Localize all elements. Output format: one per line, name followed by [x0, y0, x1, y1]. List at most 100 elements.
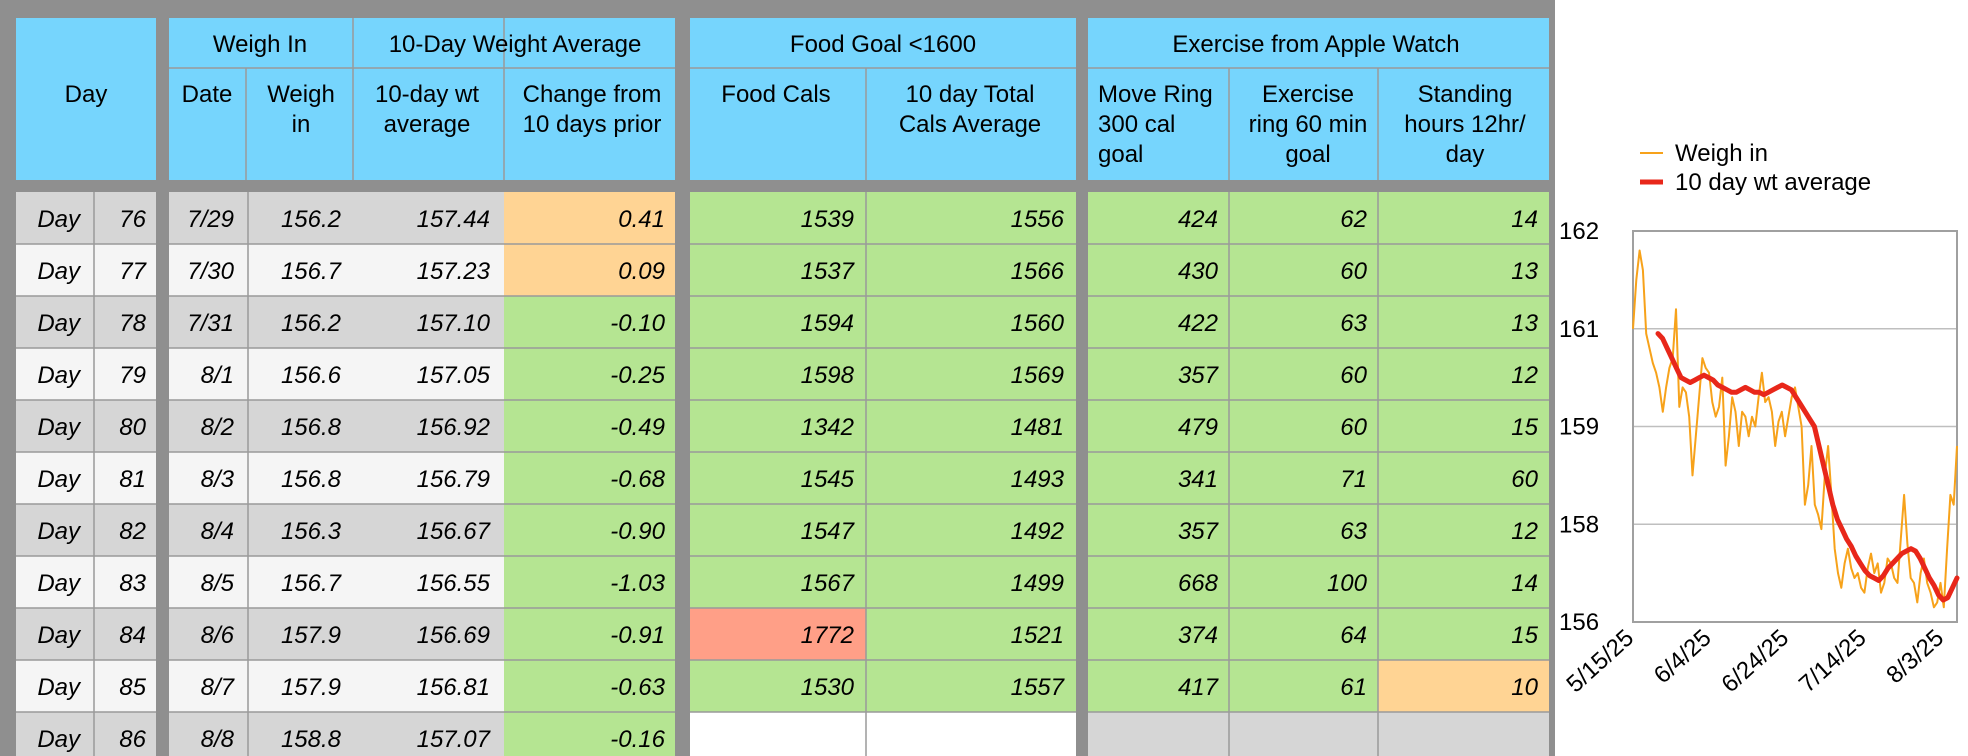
cell-change: -0.10	[610, 310, 665, 337]
cell-label: Day	[37, 414, 82, 441]
cell-food: 1772	[801, 622, 854, 649]
cell-background	[1378, 556, 1549, 608]
cell-background	[866, 712, 1076, 756]
cell-background	[169, 660, 353, 712]
col-header-standing-1: Standing	[1418, 81, 1513, 108]
cell-date: 7/29	[187, 206, 234, 233]
cell-stand: 13	[1511, 258, 1538, 285]
cell-change: -0.90	[610, 518, 665, 545]
group-header-exercise: Exercise from Apple Watch	[1172, 31, 1459, 58]
col-header-weigh-in-1: Weigh	[267, 81, 335, 108]
cell-background	[866, 660, 1076, 712]
cell-day: 78	[119, 310, 146, 337]
cell-weigh: 156.8	[281, 414, 342, 441]
col-header-standing-2: hours 12hr/	[1404, 111, 1526, 138]
table-header: Weigh In 10-Day Weight Average Food Goal…	[65, 31, 1526, 168]
cell-weigh: 156.3	[281, 518, 342, 545]
col-header-move-ring-2: 300 cal	[1098, 111, 1175, 138]
group-separator	[156, 0, 169, 756]
cell-food: 1598	[801, 362, 855, 389]
cell-background	[16, 296, 156, 348]
cell-stand: 10	[1511, 674, 1538, 701]
cell-label: Day	[37, 674, 82, 701]
col-header-weigh-in-2: in	[292, 111, 311, 138]
cell-background	[169, 452, 353, 504]
cell-background	[504, 452, 675, 504]
cell-background	[866, 348, 1076, 400]
header-cell-food	[690, 18, 1076, 180]
cell-day: 85	[119, 674, 146, 701]
cell-weigh: 156.2	[281, 310, 341, 337]
cell-date: 8/5	[201, 570, 235, 597]
cell-background	[504, 712, 675, 756]
cell-weigh: 157.9	[281, 622, 341, 649]
col-header-exercise-ring-2: ring 60 min	[1249, 111, 1368, 138]
cell-day: 82	[119, 518, 146, 545]
col-header-standing-3: day	[1446, 141, 1485, 168]
cell-weigh: 156.7	[281, 570, 343, 597]
cell-background	[1088, 712, 1378, 756]
cell-background	[16, 504, 156, 556]
col-header-exercise-ring-1: Exercise	[1262, 81, 1354, 108]
cell-background	[866, 400, 1076, 452]
cell-date: 7/30	[187, 258, 234, 285]
cell-background	[866, 244, 1076, 296]
cell-food: 1537	[801, 258, 856, 285]
cell-day: 84	[119, 622, 146, 649]
table-backgrounds	[0, 0, 1555, 756]
cell-avg: 157.10	[417, 310, 491, 337]
cell-avg: 156.55	[417, 570, 491, 597]
cell-background	[690, 556, 866, 608]
cell-day: 86	[119, 726, 146, 753]
cell-background	[1378, 296, 1549, 348]
cell-background	[504, 244, 675, 296]
cell-food: 1594	[801, 310, 854, 337]
weight-chart: Weigh in 10 day wt average 1621611591581…	[1559, 140, 1960, 698]
cell-background	[1088, 452, 1378, 504]
cell-avg: 156.92	[417, 414, 490, 441]
cell-background	[353, 400, 504, 452]
cell-date: 8/8	[201, 726, 235, 753]
cell-avg: 157.23	[417, 258, 491, 285]
cell-weigh: 158.8	[281, 726, 342, 753]
cell-total: 1481	[1011, 414, 1064, 441]
cell-background	[169, 712, 353, 756]
cell-total: 1557	[1011, 674, 1066, 701]
cell-exercise: 63	[1340, 310, 1367, 337]
cell-food: 1567	[801, 570, 856, 597]
cell-date: 8/1	[201, 362, 234, 389]
cell-background	[1378, 712, 1549, 756]
legend-label-10-day-average: 10 day wt average	[1675, 169, 1871, 196]
cell-change: -0.16	[610, 726, 665, 753]
cell-weigh: 156.2	[281, 206, 341, 233]
cell-background	[169, 244, 353, 296]
group-separator	[675, 0, 690, 756]
cell-background	[1088, 244, 1378, 296]
cell-background	[1378, 504, 1549, 556]
cell-total: 1556	[1011, 206, 1065, 233]
cell-background	[1378, 244, 1549, 296]
cell-avg: 156.67	[417, 518, 492, 545]
cell-background	[1378, 400, 1549, 452]
cell-label: Day	[37, 726, 82, 753]
cell-background	[690, 192, 866, 244]
cell-date: 8/6	[201, 622, 235, 649]
col-header-change-2: 10 days prior	[523, 111, 662, 138]
chart-legend: Weigh in 10 day wt average	[1640, 140, 1871, 196]
plot-border	[1632, 230, 1958, 623]
cell-total: 1560	[1011, 310, 1065, 337]
cell-background	[504, 556, 675, 608]
cell-background	[866, 556, 1076, 608]
cell-change: 0.09	[618, 258, 665, 285]
col-header-change-1: Change from	[523, 81, 662, 108]
cell-date: 8/4	[201, 518, 234, 545]
group-header-food-goal: Food Goal <1600	[790, 31, 976, 58]
cell-day: 77	[119, 258, 147, 285]
col-header-total-cals-1: 10 day Total	[906, 81, 1035, 108]
cell-background	[1088, 504, 1378, 556]
cell-background	[1378, 452, 1549, 504]
cell-avg: 156.69	[417, 622, 490, 649]
cell-stand: 12	[1511, 362, 1538, 389]
cell-stand: 13	[1511, 310, 1538, 337]
col-header-day: Day	[65, 81, 108, 108]
